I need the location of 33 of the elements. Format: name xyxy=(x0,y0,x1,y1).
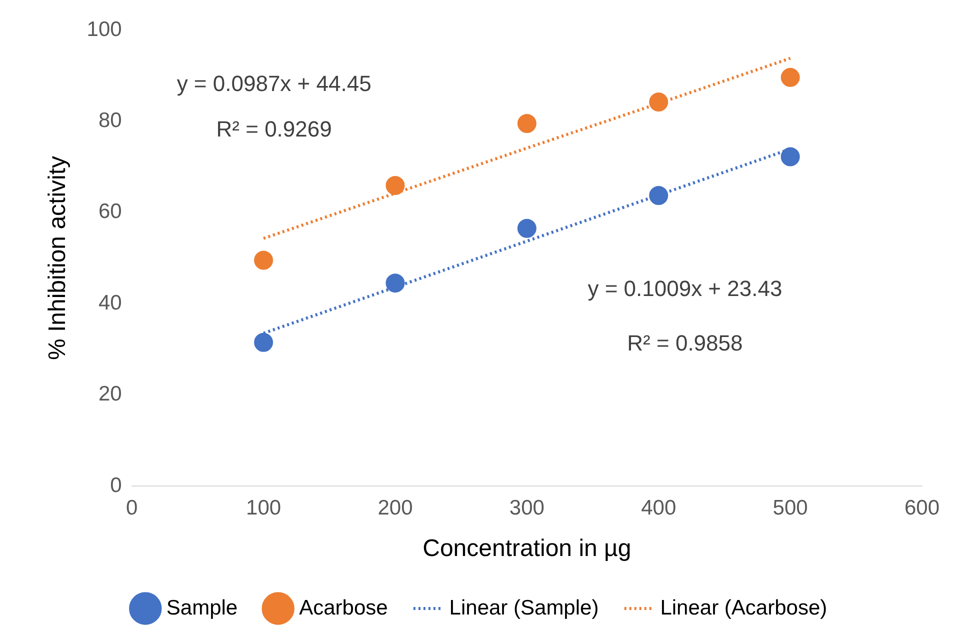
annotation: y = 0.0987x + 44.45 xyxy=(176,70,372,96)
y-axis-title: % Inhibition activity xyxy=(44,156,72,360)
y-tick-label: 60 xyxy=(98,200,122,224)
annotation: R² = 0.9858 xyxy=(627,330,743,356)
point xyxy=(254,250,274,270)
x-tick-label: 400 xyxy=(641,496,676,520)
annotation: y = 0.1009x + 23.43 xyxy=(588,276,782,301)
x-tick-label: 500 xyxy=(772,496,808,520)
legend-label: Sample xyxy=(166,596,238,620)
y-tick-label: 0 xyxy=(110,474,122,497)
legend-label: Linear (Sample) xyxy=(449,596,599,620)
point xyxy=(517,218,536,238)
legend-label: Acarbose xyxy=(299,596,388,620)
x-tick-label: 600 xyxy=(904,496,940,520)
y-tick-label: 100 xyxy=(86,18,122,41)
y-tick-label: 20 xyxy=(98,382,122,406)
point xyxy=(780,68,800,87)
point xyxy=(254,332,274,352)
x-axis-title: Concentration in µg xyxy=(422,535,632,562)
point xyxy=(386,274,405,293)
y-tick-label: 40 xyxy=(98,291,122,314)
y-tick-label: 80 xyxy=(98,108,122,132)
x-tick-label: 200 xyxy=(378,496,413,520)
x-tick-label: 300 xyxy=(509,496,544,520)
x-tick-label: 100 xyxy=(246,496,282,520)
annotation: R² = 0.9269 xyxy=(216,116,332,142)
x-tick-label: 0 xyxy=(126,496,138,520)
point xyxy=(649,92,668,112)
point xyxy=(780,147,800,166)
legend-label: Linear (Acarbose) xyxy=(660,596,828,620)
point xyxy=(649,186,668,206)
point xyxy=(386,176,405,195)
point xyxy=(517,114,536,133)
